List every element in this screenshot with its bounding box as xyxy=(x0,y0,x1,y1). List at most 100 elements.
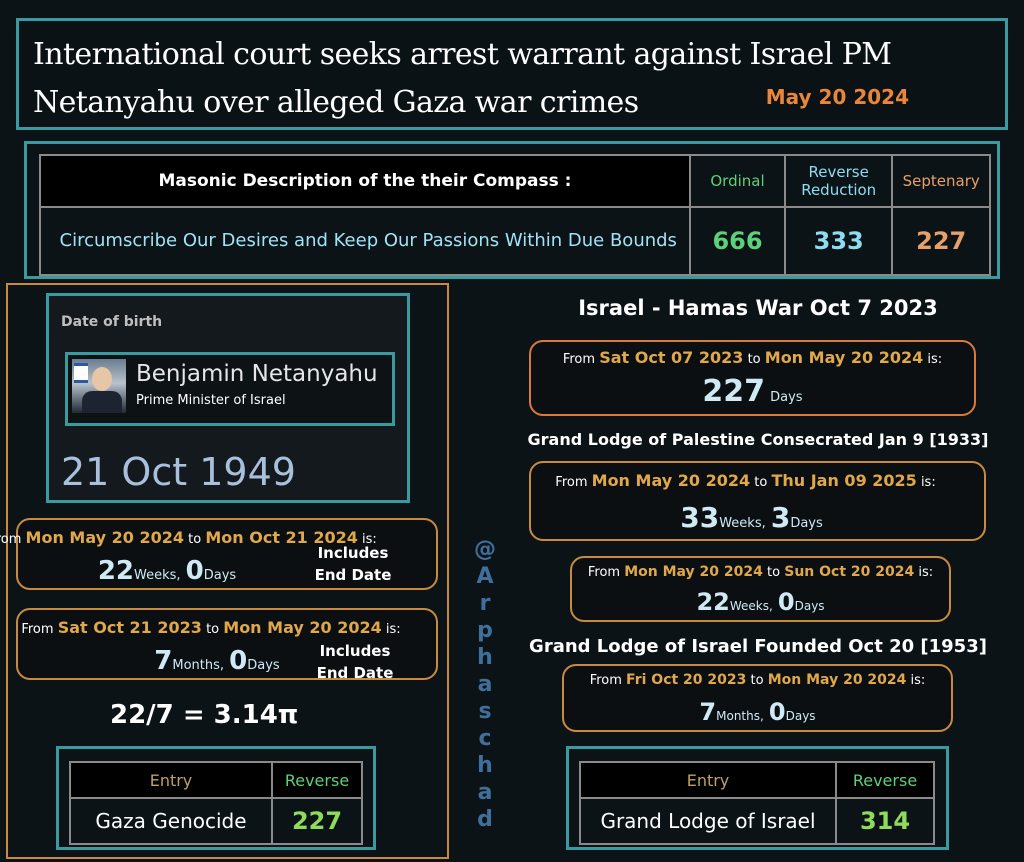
date-calc-range: From Sat Oct 07 2023 to Mon May 20 2024 … xyxy=(531,348,974,367)
date-calc-range: From Mon May 20 2024 to Mon Oct 21 2024 … xyxy=(0,528,392,547)
result-unit: Days xyxy=(790,516,823,531)
end-date: Sun Oct 20 2024 xyxy=(784,564,915,580)
handle-letter: @ xyxy=(474,537,496,562)
headline-title: International court seeks arrest warrant… xyxy=(33,37,892,120)
end-date: Mon Oct 21 2024 xyxy=(205,528,358,547)
date-calc-range: From Fri Oct 20 2023 to Mon May 20 2024 … xyxy=(564,672,951,688)
masonic-section: Masonic Description of the their Compass… xyxy=(24,141,1000,279)
date-of-birth-card: Date of birth Benjamin Netanyahu Prime M… xyxy=(46,293,410,503)
from-label: From xyxy=(21,622,54,637)
start-date: Sat Oct 07 2023 xyxy=(599,348,744,367)
result-unit: Months, xyxy=(172,658,225,673)
date-calc-box: From Sat Oct 21 2023 to Mon May 20 2024 … xyxy=(16,608,438,682)
end-date: Mon May 20 2024 xyxy=(764,348,924,367)
reverse-header: Reverse xyxy=(271,761,363,799)
result-number: 0 xyxy=(777,588,795,616)
dob-date: 21 Oct 1949 xyxy=(61,450,296,494)
avatar xyxy=(72,359,126,413)
reverse-value: 227 xyxy=(271,797,363,845)
handle-letter: a xyxy=(477,672,493,697)
date-calc-box: From Mon May 20 2024 to Sun Oct 20 2024 … xyxy=(570,556,951,622)
start-date: Sat Oct 21 2023 xyxy=(57,618,202,637)
handle-letter: c xyxy=(478,726,492,751)
is-label: is: xyxy=(385,622,401,637)
from-label: From xyxy=(0,532,22,547)
to-label: to xyxy=(750,673,764,688)
avatar-face xyxy=(92,367,112,391)
result-number: 33 xyxy=(680,501,720,534)
septenary-header: Septenary xyxy=(891,154,991,208)
includes-end-date-note: Includes End Date xyxy=(308,542,398,586)
result-unit: Days xyxy=(785,709,816,723)
reverse-header: Reverse xyxy=(835,761,935,799)
date-calc-result: 33Weeks, 3Days xyxy=(525,501,978,534)
start-date: Mon May 20 2024 xyxy=(591,471,751,490)
is-label: is: xyxy=(918,565,934,580)
end-date: Mon May 20 2024 xyxy=(767,672,907,688)
right-cipher-table-box: Entry Reverse Grand Lodge of Israel 314 xyxy=(566,746,949,850)
left-cipher-table-box: Entry Reverse Gaza Genocide 227 xyxy=(56,746,376,850)
start-date: Mon May 20 2024 xyxy=(624,564,763,580)
ordinal-header: Ordinal xyxy=(688,154,787,208)
reverse-reduction-header: Reverse Reduction xyxy=(784,154,894,208)
date-calc-box: From Mon May 20 2024 to Thu Jan 09 2025 … xyxy=(529,461,986,541)
result-number: 3 xyxy=(770,501,791,534)
septenary-value: 227 xyxy=(891,206,991,276)
result-number: 7 xyxy=(154,646,173,676)
to-label: to xyxy=(747,352,761,367)
is-label: is: xyxy=(362,532,377,547)
result-unit: Weeks, xyxy=(729,599,773,613)
to-label: to xyxy=(754,475,768,490)
vertical-handle: @ A r p h a s c h a d xyxy=(470,536,500,833)
handle-letter: h xyxy=(477,645,493,670)
entry-header: Entry xyxy=(579,761,837,799)
avatar-suit xyxy=(82,391,122,413)
result-unit: Months, xyxy=(716,709,764,723)
date-calc-box: From Fri Oct 20 2023 to Mon May 20 2024 … xyxy=(562,664,953,732)
is-label: is: xyxy=(920,475,936,490)
from-label: From xyxy=(587,565,621,580)
result-unit: Weeks, xyxy=(134,568,181,583)
reverse-reduction-value: 333 xyxy=(784,206,894,276)
result-unit: Weeks, xyxy=(719,516,766,531)
result-unit: Days xyxy=(203,568,237,583)
date-calc-range: From Sat Oct 21 2023 to Mon May 20 2024 … xyxy=(2,618,420,637)
israel-flag-icon xyxy=(74,363,88,383)
date-calc-result: 22Weeks, 0Days xyxy=(0,556,376,586)
entry-header: Entry xyxy=(69,761,273,799)
pi-equation: 22/7 = 3.14π xyxy=(110,700,299,730)
to-label: to xyxy=(767,565,781,580)
result-number: 22 xyxy=(696,588,730,616)
end-date: Mon May 20 2024 xyxy=(223,618,382,637)
masonic-phrase: Circumscribe Our Desires and Keep Our Pa… xyxy=(39,206,691,276)
result-number: 0 xyxy=(768,698,786,726)
date-calc-box: From Sat Oct 07 2023 to Mon May 20 2024 … xyxy=(529,340,976,416)
date-calc-result: 7Months, 0Days xyxy=(8,646,426,676)
to-label: to xyxy=(206,622,220,637)
war-title: Israel - Hamas War Oct 7 2023 xyxy=(578,296,938,320)
headline-box: International court seeks arrest warrant… xyxy=(16,18,1008,130)
from-label: From xyxy=(589,673,622,688)
handle-letter: p xyxy=(477,618,493,643)
date-calc-result: 22Weeks, 0Days xyxy=(572,588,949,616)
to-label: to xyxy=(188,532,202,547)
date-calc-range: From Mon May 20 2024 to Thu Jan 09 2025 … xyxy=(519,471,972,490)
handle-letter: h xyxy=(477,753,493,778)
lodge-israel-title: Grand Lodge of Israel Founded Oct 20 [19… xyxy=(529,636,987,657)
result-number: 7 xyxy=(699,698,717,726)
date-calc-result: 7Months, 0Days xyxy=(564,698,951,726)
masonic-heading: Masonic Description of the their Compass… xyxy=(39,154,691,208)
entry-value: Gaza Genocide xyxy=(69,797,273,845)
headline-date: May 20 2024 xyxy=(765,85,909,109)
handle-letter: r xyxy=(479,591,491,616)
left-panel xyxy=(6,283,449,859)
date-calc-range: From Mon May 20 2024 to Sun Oct 20 2024 … xyxy=(572,564,949,580)
note-line: End Date xyxy=(314,566,392,584)
person-card: Benjamin Netanyahu Prime Minister of Isr… xyxy=(65,352,395,426)
dob-label: Date of birth xyxy=(61,314,163,330)
note-line: Includes xyxy=(317,544,389,562)
from-label: From xyxy=(562,352,596,367)
note-line: End Date xyxy=(316,664,394,682)
lodge-palestine-title: Grand Lodge of Palestine Consecrated Jan… xyxy=(527,430,989,449)
is-label: is: xyxy=(927,352,943,367)
